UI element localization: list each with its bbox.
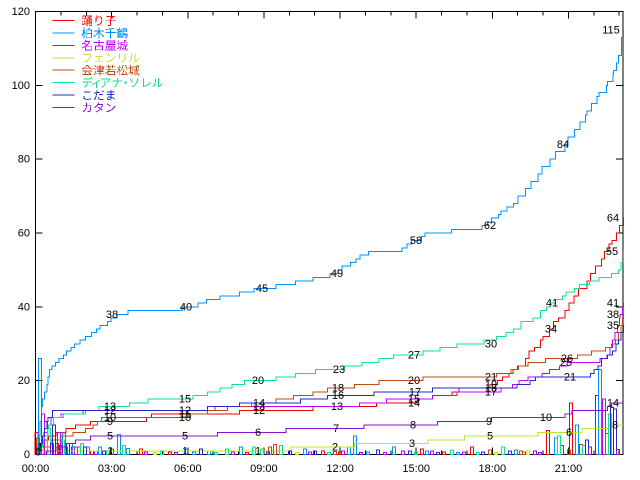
svg-text:55: 55 bbox=[606, 246, 618, 258]
svg-text:5: 5 bbox=[182, 431, 188, 443]
svg-text:18: 18 bbox=[485, 383, 497, 395]
svg-text:20: 20 bbox=[18, 375, 30, 387]
svg-text:84: 84 bbox=[557, 139, 569, 151]
svg-text:10: 10 bbox=[179, 412, 191, 424]
svg-text:15:00: 15:00 bbox=[402, 463, 430, 475]
svg-text:03:00: 03:00 bbox=[98, 463, 126, 475]
svg-text:25: 25 bbox=[560, 357, 572, 369]
svg-text:40: 40 bbox=[180, 301, 192, 313]
svg-text:9: 9 bbox=[486, 416, 492, 428]
svg-text:34: 34 bbox=[545, 324, 557, 336]
svg-text:2: 2 bbox=[332, 442, 338, 454]
svg-text:21: 21 bbox=[485, 372, 497, 384]
svg-text:26: 26 bbox=[561, 353, 573, 365]
svg-text:11: 11 bbox=[179, 409, 190, 421]
svg-text:12: 12 bbox=[104, 405, 116, 417]
svg-text:18:00: 18:00 bbox=[479, 463, 507, 475]
svg-text:0: 0 bbox=[35, 447, 41, 459]
svg-text:64: 64 bbox=[607, 213, 619, 225]
svg-text:62: 62 bbox=[484, 220, 496, 232]
svg-text:38: 38 bbox=[607, 309, 619, 321]
svg-text:13: 13 bbox=[253, 401, 265, 413]
svg-text:18: 18 bbox=[332, 383, 344, 395]
svg-text:45: 45 bbox=[256, 283, 268, 295]
svg-text:1: 1 bbox=[107, 445, 113, 457]
svg-text:10: 10 bbox=[104, 412, 116, 424]
svg-text:7: 7 bbox=[333, 423, 339, 435]
svg-text:12: 12 bbox=[253, 405, 265, 417]
svg-text:38: 38 bbox=[106, 309, 118, 321]
svg-text:100: 100 bbox=[12, 80, 30, 92]
svg-text:17: 17 bbox=[409, 386, 421, 398]
svg-text:15: 15 bbox=[408, 394, 420, 406]
svg-text:21:00: 21:00 bbox=[555, 463, 583, 475]
svg-text:14: 14 bbox=[607, 397, 619, 409]
svg-text:120: 120 bbox=[12, 6, 30, 18]
svg-text:58: 58 bbox=[410, 235, 422, 247]
svg-text:41: 41 bbox=[607, 298, 619, 310]
svg-text:5: 5 bbox=[487, 431, 493, 443]
svg-text:10: 10 bbox=[540, 412, 552, 424]
svg-text:60: 60 bbox=[18, 228, 30, 240]
svg-text:21: 21 bbox=[564, 372, 576, 384]
svg-text:00:00: 00:00 bbox=[22, 463, 50, 475]
svg-text:30: 30 bbox=[485, 338, 497, 350]
svg-text:41: 41 bbox=[546, 298, 558, 310]
svg-text:13: 13 bbox=[331, 401, 343, 413]
svg-text:6: 6 bbox=[255, 427, 261, 439]
svg-text:13: 13 bbox=[104, 401, 116, 413]
svg-text:5: 5 bbox=[107, 431, 113, 443]
svg-text:20: 20 bbox=[408, 375, 420, 387]
svg-text:17: 17 bbox=[485, 386, 497, 398]
svg-text:19: 19 bbox=[485, 379, 497, 391]
svg-text:8: 8 bbox=[612, 420, 618, 432]
svg-text:115: 115 bbox=[602, 24, 620, 36]
svg-text:1: 1 bbox=[37, 442, 43, 454]
svg-text:35: 35 bbox=[607, 320, 619, 332]
svg-text:12:00: 12:00 bbox=[326, 463, 354, 475]
svg-text:40: 40 bbox=[18, 301, 30, 313]
svg-text:15: 15 bbox=[179, 394, 191, 406]
svg-text:8: 8 bbox=[410, 420, 416, 432]
svg-text:49: 49 bbox=[331, 268, 343, 280]
svg-text:3: 3 bbox=[409, 438, 415, 450]
svg-text:12: 12 bbox=[179, 405, 191, 417]
svg-text:06:00: 06:00 bbox=[174, 463, 202, 475]
svg-text:9: 9 bbox=[107, 416, 113, 428]
svg-text:6: 6 bbox=[566, 427, 572, 439]
svg-text:23: 23 bbox=[333, 364, 345, 376]
svg-text:27: 27 bbox=[408, 349, 420, 361]
svg-text:1: 1 bbox=[182, 445, 188, 457]
svg-text:09:00: 09:00 bbox=[250, 463, 278, 475]
svg-text:16: 16 bbox=[332, 390, 344, 402]
svg-text:14: 14 bbox=[408, 397, 420, 409]
svg-text:20: 20 bbox=[252, 375, 264, 387]
svg-text:0: 0 bbox=[24, 449, 30, 461]
svg-text:14: 14 bbox=[253, 397, 265, 409]
svg-text:1: 1 bbox=[255, 445, 261, 457]
svg-text:80: 80 bbox=[18, 154, 30, 166]
